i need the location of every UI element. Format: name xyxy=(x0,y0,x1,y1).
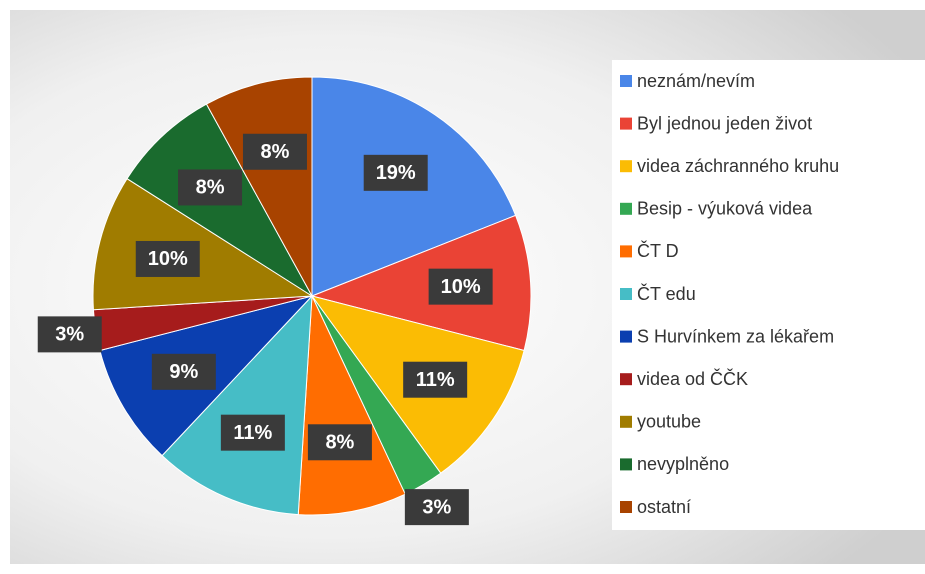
legend-marker xyxy=(620,373,632,386)
legend-label: youtube xyxy=(637,412,701,432)
data-label: 3% xyxy=(422,496,451,518)
legend-marker xyxy=(620,330,632,343)
data-label: 11% xyxy=(416,369,455,391)
legend-marker xyxy=(620,75,632,87)
slice xyxy=(205,76,313,297)
legend-marker xyxy=(620,415,632,428)
data-label: 11% xyxy=(233,422,272,444)
legend-label: nevyplněno xyxy=(637,454,729,474)
label-box xyxy=(37,316,102,353)
labels: 19% 10% 11% 3% 8% 11% 9% 3% 10% 8% 8% xyxy=(37,133,493,526)
legend-marker xyxy=(620,117,632,130)
slice xyxy=(161,294,313,516)
legend-label: ČT D xyxy=(637,240,679,261)
legend-box xyxy=(612,60,925,530)
legend-marker xyxy=(620,202,632,215)
legend-label: neznám/nevím xyxy=(637,71,755,91)
data-label: 19% xyxy=(376,162,416,184)
label-box xyxy=(242,133,307,170)
legend-marker xyxy=(620,245,632,258)
data-label: 3% xyxy=(55,324,84,346)
legend-marker xyxy=(620,288,632,300)
legend-label: Byl jednou jeden život xyxy=(637,113,812,133)
label-box xyxy=(220,414,285,451)
label-box xyxy=(403,361,468,398)
data-label: 8% xyxy=(325,432,354,454)
label-box xyxy=(307,424,372,461)
data-label: 10% xyxy=(148,248,188,270)
label-box xyxy=(363,154,428,191)
legend-label: Besip - výuková videa xyxy=(637,199,813,219)
legend-label: ČT edu xyxy=(637,283,696,304)
data-label: 8% xyxy=(196,177,225,199)
slice xyxy=(92,177,314,311)
label-box xyxy=(151,353,216,390)
label-box xyxy=(428,268,493,305)
data-label: 8% xyxy=(261,141,290,163)
legend-label: videa od ČČK xyxy=(637,368,748,389)
legend-label: S Hurvínkem za lékařem xyxy=(637,326,834,346)
data-label: 10% xyxy=(441,276,481,298)
label-box xyxy=(135,240,200,277)
legend-label: videa záchranného kruhu xyxy=(637,156,839,176)
legend: neznám/nevím Byl jednou jeden život videa … xyxy=(620,71,839,517)
legend-label: ostatní xyxy=(637,497,691,517)
slice xyxy=(310,214,532,352)
data-label: 9% xyxy=(169,361,198,383)
legend-marker xyxy=(620,160,632,173)
label-box xyxy=(404,489,469,526)
legend-marker xyxy=(620,458,632,471)
legend-marker xyxy=(620,501,632,513)
label-box xyxy=(178,169,243,206)
